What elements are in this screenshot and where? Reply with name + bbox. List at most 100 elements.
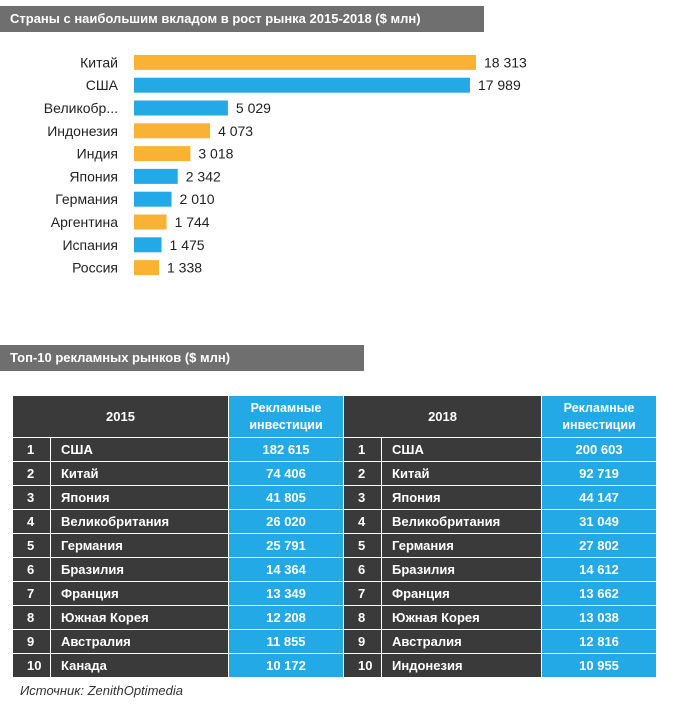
- chart-title: Страны с наибольшим вкладом в рост рынка…: [0, 6, 484, 32]
- category-label: Испания: [62, 237, 118, 253]
- value-label: 1 338: [167, 260, 202, 276]
- rank-2018: 9: [343, 629, 383, 654]
- table-title: Топ-10 рекламных рынков ($ млн): [0, 345, 364, 371]
- value-2015: 25 791: [228, 533, 345, 558]
- country-2015: Германия: [49, 533, 230, 558]
- rank-2018: 4: [343, 509, 383, 534]
- bar: [134, 168, 178, 184]
- value-label: 1 475: [170, 237, 205, 253]
- country-2015: Южная Корея: [49, 605, 230, 630]
- category-label: Япония: [69, 168, 118, 184]
- value-2015: 13 349: [228, 581, 345, 606]
- value-label: 1 744: [175, 214, 210, 230]
- bar: [134, 100, 228, 116]
- country-2018: Южная Корея: [381, 605, 543, 630]
- country-2018: Япония: [381, 485, 543, 510]
- table-header-row: 2015 Рекламные инвестиции 2018 Рекламные…: [11, 395, 658, 438]
- value-label: 2 342: [186, 168, 221, 184]
- country-2015: Франция: [49, 581, 230, 606]
- value-2018: 10 955: [541, 653, 658, 678]
- bar: [134, 260, 159, 276]
- country-2015: Бразилия: [49, 557, 230, 582]
- value-2018: 200 603: [541, 437, 658, 462]
- value-label: 18 313: [484, 54, 527, 70]
- top-markets-table: 2015 Рекламные инвестиции 2018 Рекламные…: [11, 395, 658, 678]
- rank-2018: 3: [343, 485, 383, 510]
- country-2015: Австралия: [49, 629, 230, 654]
- bar: [134, 123, 211, 139]
- header-inv-line1: Рекламные: [563, 400, 635, 415]
- bar: [134, 191, 172, 207]
- value-2015: 11 855: [228, 629, 345, 654]
- table-row: 4 Великобритания 26 020 4 Великобритания 31 0…: [12, 509, 658, 534]
- header-inv-line2: инвестиции: [249, 417, 323, 432]
- table-row: 1 США 182 615 1 США 200 603: [12, 437, 658, 462]
- category-label: США: [86, 77, 119, 93]
- rank-2018: 10: [343, 653, 383, 678]
- value-2015: 14 364: [228, 557, 345, 582]
- value-2018: 31 049: [541, 509, 658, 534]
- country-2015: Япония: [49, 485, 230, 510]
- rank-2015: 4: [12, 509, 51, 534]
- country-2018: Германия: [381, 533, 543, 558]
- table-row: 10 Канада 10 172 10 Индонезия 10 955: [12, 653, 658, 678]
- country-2018: Австралия: [381, 629, 543, 654]
- category-label: Аргентина: [51, 214, 118, 230]
- header-inv-line2: инвестиции: [562, 417, 636, 432]
- country-2018: Китай: [381, 461, 543, 486]
- rank-2018: 5: [343, 533, 383, 558]
- value-label: 4 073: [218, 123, 253, 139]
- country-2015: Канада: [49, 653, 230, 678]
- category-label: Индонезия: [47, 123, 118, 139]
- value-2018: 27 802: [541, 533, 658, 558]
- bar: [134, 54, 476, 70]
- rank-2018: 7: [343, 581, 383, 606]
- rank-2015: 5: [12, 533, 51, 558]
- category-label: Великобр...: [44, 100, 118, 116]
- value-2018: 92 719: [541, 461, 658, 486]
- source-note: Источник: ZenithOptimedia: [20, 683, 183, 698]
- value-label: 2 010: [180, 191, 215, 207]
- category-label: Германия: [55, 191, 118, 207]
- value-2015: 10 172: [228, 653, 345, 678]
- value-2018: 44 147: [541, 485, 658, 510]
- country-2018: Индонезия: [381, 653, 543, 678]
- table-row: 3 Япония 41 805 3 Япония 44 147: [12, 485, 658, 510]
- rank-2015: 10: [12, 653, 51, 678]
- country-2018: Бразилия: [381, 557, 543, 582]
- table-row: 9 Австралия 11 855 9 Австралия 12 816: [12, 629, 658, 654]
- rank-2018: 1: [343, 437, 383, 462]
- rank-2015: 8: [12, 605, 51, 630]
- country-2015: США: [49, 437, 230, 462]
- value-2015: 12 208: [228, 605, 345, 630]
- header-inv-line1: Рекламные: [250, 400, 322, 415]
- value-2015: 182 615: [228, 437, 345, 462]
- country-2018: Великобритания: [381, 509, 543, 534]
- bar: [134, 237, 162, 253]
- value-2015: 26 020: [228, 509, 345, 534]
- header-investments-2015: Рекламные инвестиции: [228, 395, 345, 438]
- table-row: 7 Франция 13 349 7 Франция 13 662: [12, 581, 658, 606]
- rank-2015: 1: [12, 437, 51, 462]
- rank-2018: 8: [343, 605, 383, 630]
- header-investments-2018: Рекламные инвестиции: [541, 395, 658, 438]
- bar-chart: Китай 18 313 США 17 989 Великобр... 5 029 Индо…: [44, 54, 527, 276]
- rank-2015: 7: [12, 581, 51, 606]
- bar: [134, 77, 470, 93]
- country-2018: Франция: [381, 581, 543, 606]
- country-2015: Китай: [49, 461, 230, 486]
- category-label: Россия: [72, 260, 118, 276]
- value-2018: 12 816: [541, 629, 658, 654]
- value-label: 3 018: [198, 146, 233, 162]
- value-2018: 13 038: [541, 605, 658, 630]
- rank-2015: 9: [12, 629, 51, 654]
- rank-2015: 6: [12, 557, 51, 582]
- table-row: 8 Южная Корея 12 208 8 Южная Корея 13 038: [12, 605, 658, 630]
- category-label: Индия: [77, 146, 118, 162]
- country-2018: США: [381, 437, 543, 462]
- rank-2015: 2: [12, 461, 51, 486]
- value-label: 17 989: [478, 77, 521, 93]
- rank-2018: 6: [343, 557, 383, 582]
- header-year-2015: 2015: [11, 395, 230, 438]
- value-2018: 13 662: [541, 581, 658, 606]
